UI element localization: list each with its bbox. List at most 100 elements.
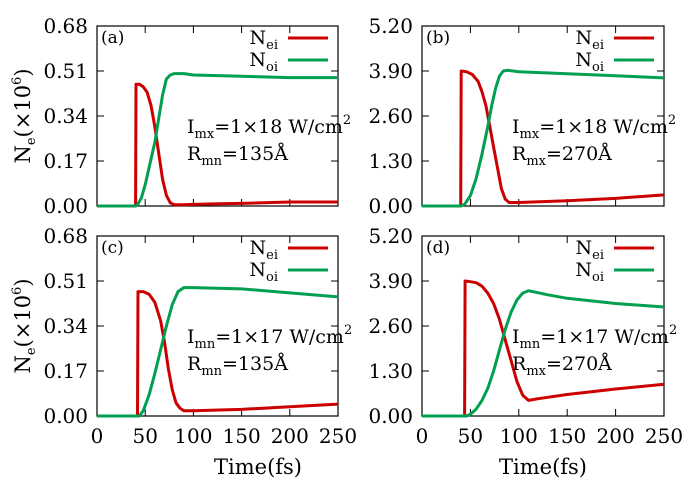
y-tick-label: 3.90 [368,59,413,83]
y-axis-title-text: Ne(×106) [10,278,39,373]
y-tick-label: 0.17 [43,359,88,383]
annotation-line-2-main: R [187,353,202,375]
x-tick-label: 250 [645,424,683,448]
y-tick-label: 1.30 [368,359,413,383]
legend-label-ei-sub: ei [592,248,604,263]
annotation-line-2: Rmn=135Å [187,143,288,169]
x-tick-label: 100 [174,424,212,448]
y-tick-label: 0.00 [43,404,88,428]
x-tick-label: 150 [223,424,261,448]
panel-label: (a) [101,28,124,48]
legend-label-oi-main: N [575,259,592,281]
y-tick-label: 1.30 [368,149,413,173]
annotation-line-2: Rmx=270Å [512,143,612,169]
y-axis-title-top: Ne(×106) [10,68,39,163]
y-tick-label: 0.34 [43,314,88,338]
annotation-line-2: Rmn=135Å [187,353,288,379]
legend-label-ei: Nei [576,27,604,53]
y-tick-label: 0.17 [43,149,88,173]
legend-label-ei: Nei [250,237,278,263]
x-tick-label: 50 [132,424,157,448]
panel-label: (d) [426,238,450,258]
y-axis-title-text-main: N [11,145,35,163]
series-line-oi [422,68,665,208]
y-tick-label: 0.51 [43,269,88,293]
legend-label-ei-main: N [250,27,267,49]
y-axis-title-text-rest: (×10 [11,295,35,348]
x-tick-label: 200 [271,424,309,448]
y-axis-title-text: Ne(×106) [10,68,39,163]
y-tick-label: 5.20 [368,224,413,248]
y-axis-title-text-rest: (×10 [11,85,35,138]
series-line-ei [97,82,338,208]
series-line-oi [97,72,338,208]
panel-label: (c) [101,238,124,258]
legend-label-oi: Noi [575,49,604,75]
y-tick-label: 0.00 [43,194,88,218]
x-axis-title-right: Time(fs) [499,455,587,479]
annotation-line-1-rest: =1×17 W/cm [540,326,669,348]
annotation-line-1-main: I [187,116,195,138]
annotation-line-1-rest: =1×18 W/cm [214,116,343,138]
annotation-line-1-rest: =1×17 W/cm [215,326,344,348]
annotation-line-1: Imn=1×17 W/cm2 [512,323,677,352]
x-tick-label: 100 [500,424,538,448]
annotation-line-2-sub: mn [201,364,222,379]
y-tick-label: 2.60 [368,314,413,338]
panel-c: 0.00 0.17 0.34 0.51 0.68 0 50 100 150 200 250 (c) Ne… [43,224,357,448]
legend-label-oi-sub: oi [592,270,604,285]
annotation-line-2-rest: =135Å [222,353,288,375]
annotation-line-1: Imx=1×18 W/cm2 [512,113,676,142]
annotation-line-1-main: I [512,116,520,138]
legend-label-ei: Nei [576,237,604,263]
legend-label-oi-sub: oi [266,270,278,285]
annotation-line-1-sub: mn [520,337,541,352]
y-tick-label: 0.00 [368,194,413,218]
annotation-line-2-sub: mn [201,154,222,169]
legend-label-ei-main: N [576,27,593,49]
x-tick-label: 50 [458,424,483,448]
x-tick-label: 0 [416,424,429,448]
annotation-line-2-rest: =135Å [222,143,288,165]
series-line-oi [422,289,665,418]
annotation-line-2-rest: =270Å [546,143,612,165]
y-tick-label: 2.60 [368,104,413,128]
series-line-oi [97,286,339,418]
legend-label-ei-sub: ei [266,248,278,263]
series-line-ei [97,290,339,418]
legend-label-oi: Noi [249,259,278,285]
legend-label-oi-sub: oi [266,60,278,75]
legend-label-ei: Nei [250,27,278,53]
legend-label-oi-main: N [249,259,266,281]
annotation-line-1-rest: =1×18 W/cm [539,116,668,138]
x-tick-label: 200 [597,424,635,448]
annotation-line-1-sup: 2 [669,323,677,338]
annotation-line-2: Rmx=270Å [512,353,612,379]
annotation-line-1-sub: mn [195,337,216,352]
annotation-line-1-sub: mx [520,127,540,142]
y-axis-title-text-sub: e [24,347,39,355]
annotation-line-1-sup: 2 [668,113,676,128]
y-tick-label: 0.34 [43,104,88,128]
y-axis-title-bottom: Ne(×106) [10,278,39,373]
annotation-line-2-sub: mx [526,154,546,169]
y-tick-label: 0.68 [43,14,88,38]
y-tick-label: 0.68 [43,224,88,248]
annotation-line-1: Imx=1×18 W/cm2 [187,113,351,142]
x-tick-label: 250 [319,424,357,448]
y-tick-label: 0.00 [368,404,413,428]
annotation-line-1-main: I [512,326,520,348]
x-tick-label: 0 [91,424,104,448]
legend-label-ei-sub: ei [266,38,278,53]
annotation-line-1: Imn=1×17 W/cm2 [187,323,352,352]
annotation-line-1-main: I [187,326,195,348]
y-tick-label: 0.51 [43,59,88,83]
legend-label-ei-main: N [250,237,267,259]
annotation-line-2-main: R [512,143,527,165]
annotation-line-1-sup: 2 [344,323,352,338]
legend-label-oi-main: N [249,49,266,71]
panel-label: (b) [426,28,450,48]
